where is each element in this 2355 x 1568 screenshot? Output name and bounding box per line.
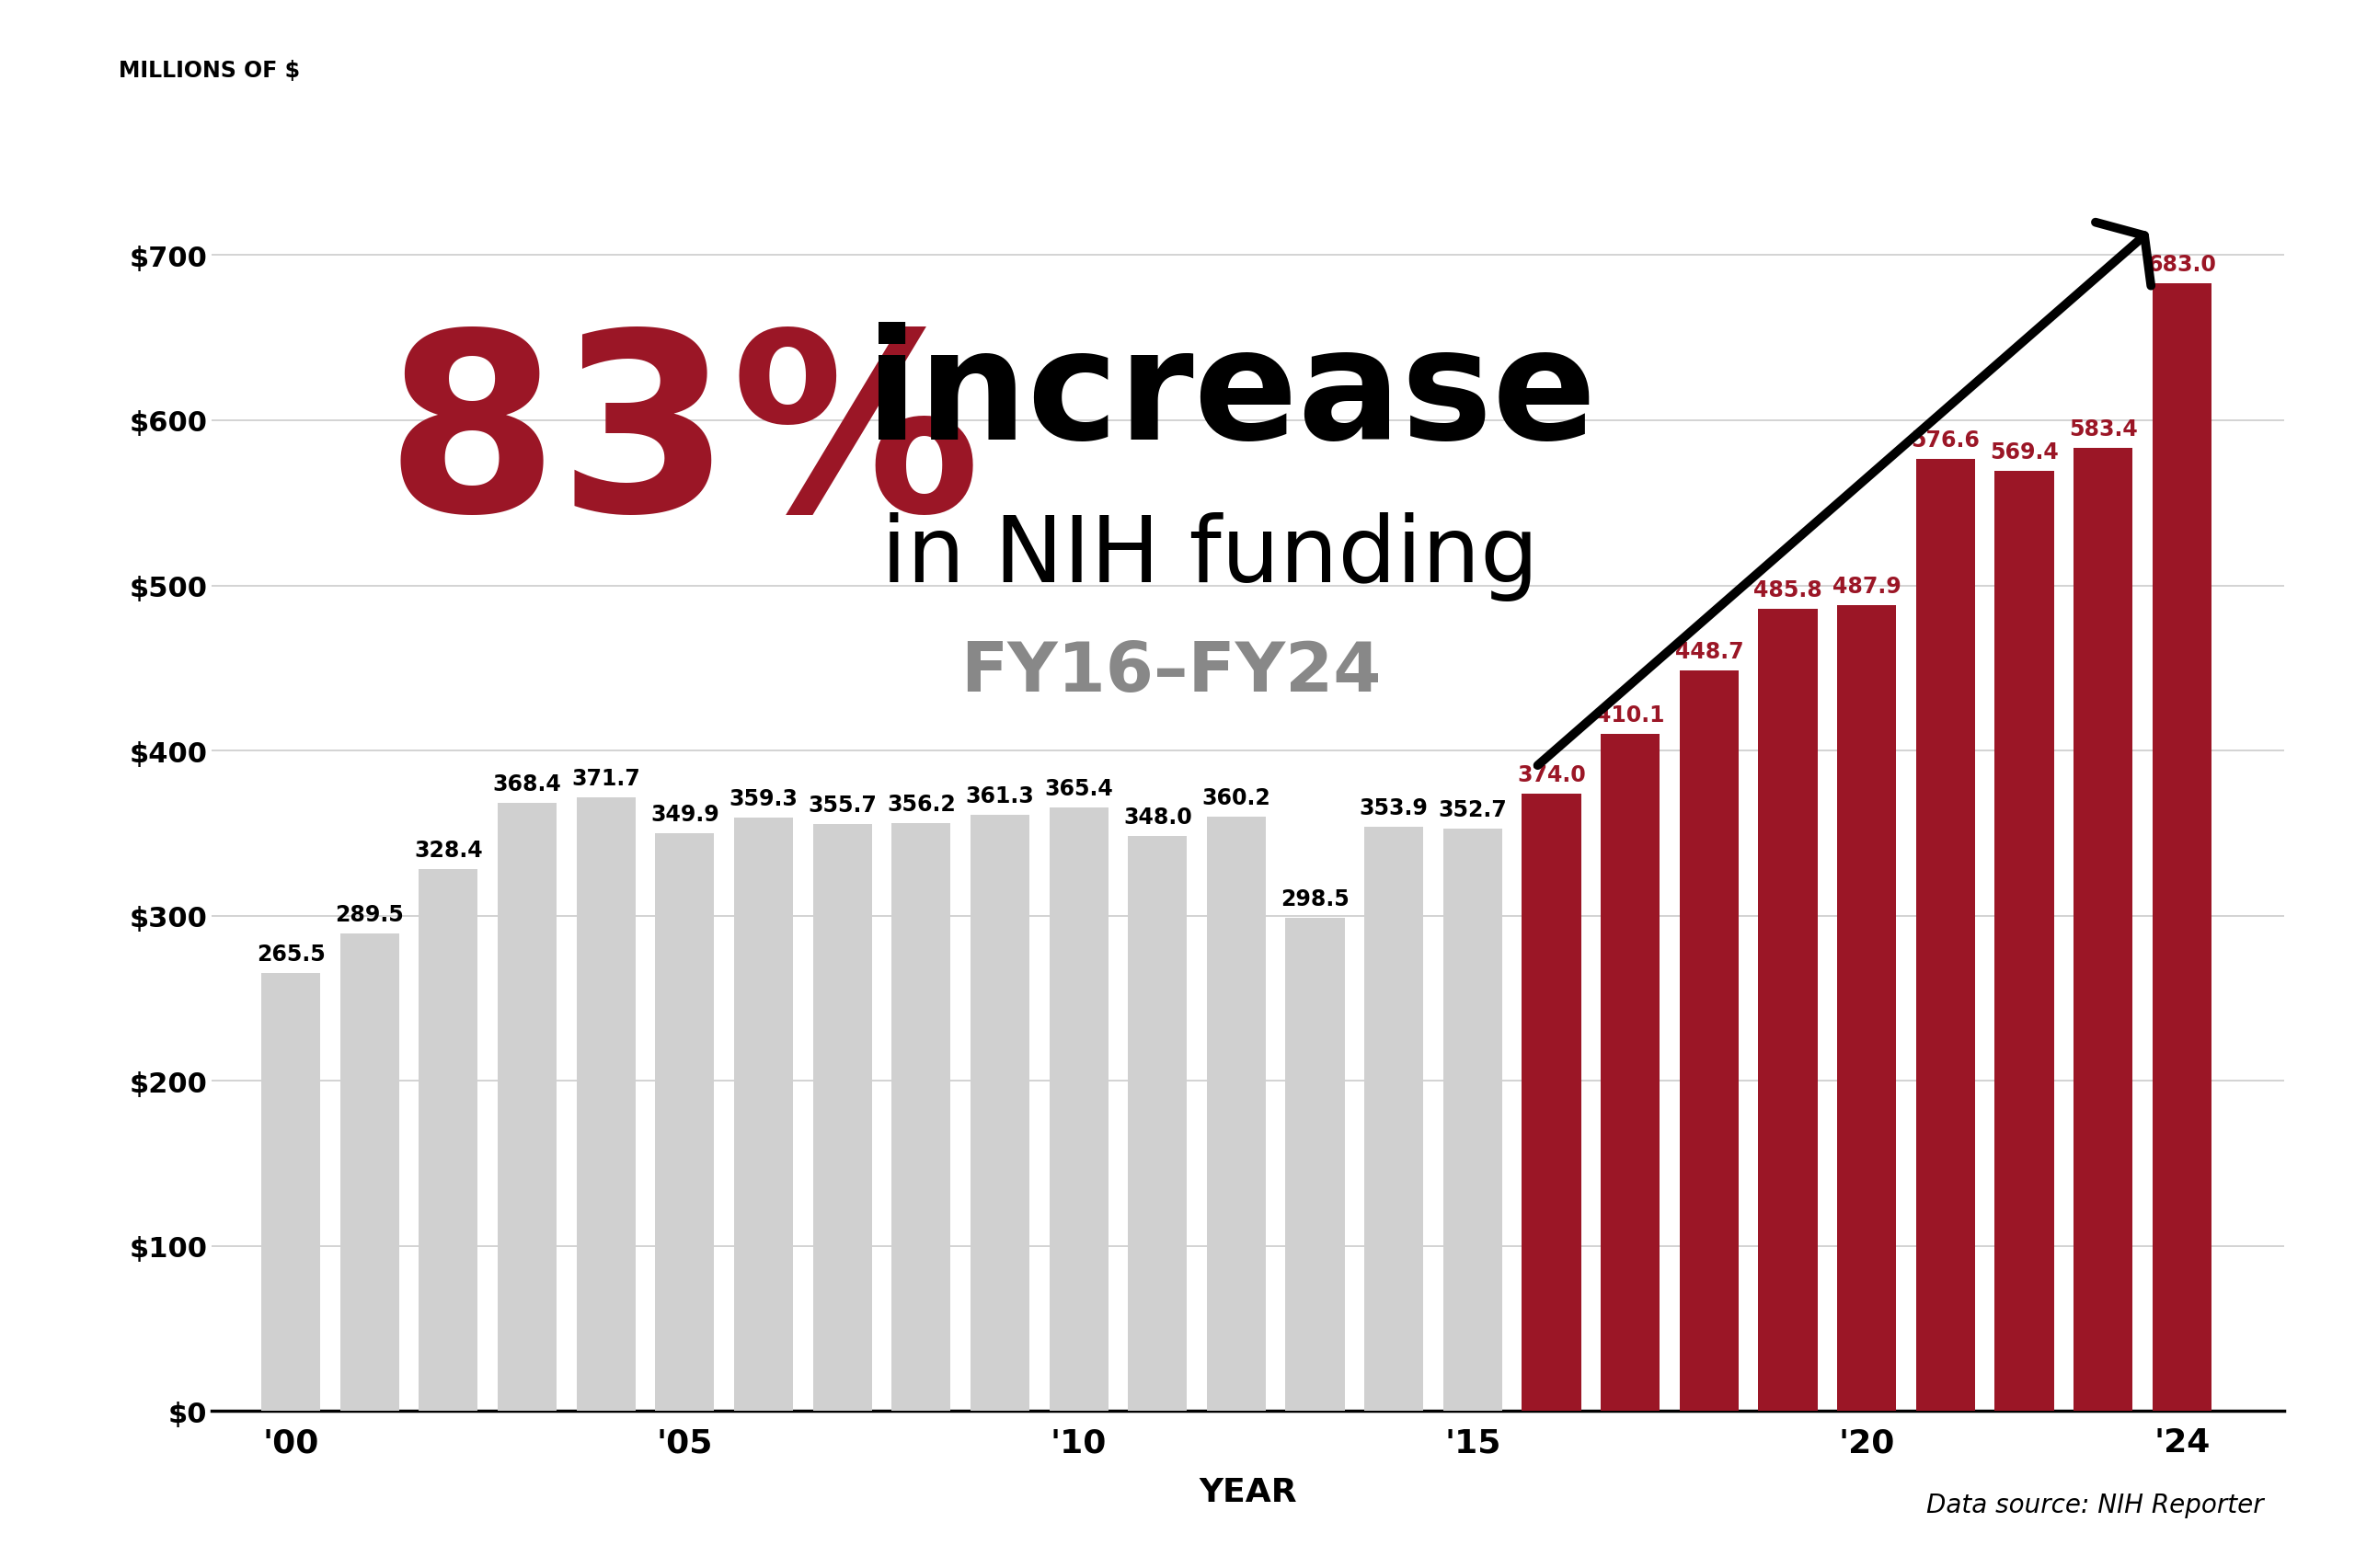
Text: 289.5: 289.5 — [334, 903, 405, 925]
Bar — [339, 933, 398, 1411]
Text: increase: increase — [867, 321, 1597, 472]
Text: 368.4: 368.4 — [492, 773, 560, 795]
Bar — [1917, 459, 1976, 1411]
Bar — [577, 798, 636, 1411]
Text: 349.9: 349.9 — [650, 803, 718, 825]
Bar — [970, 815, 1029, 1411]
Bar — [2152, 284, 2211, 1411]
Text: 361.3: 361.3 — [966, 784, 1034, 806]
Text: 410.1: 410.1 — [1597, 704, 1665, 726]
Bar — [1050, 808, 1109, 1411]
Text: 359.3: 359.3 — [730, 787, 798, 811]
Text: 353.9: 353.9 — [1359, 797, 1429, 818]
Text: 83%: 83% — [386, 321, 982, 563]
Bar — [1521, 793, 1580, 1411]
Text: 576.6: 576.6 — [1910, 430, 1981, 452]
Text: 360.2: 360.2 — [1201, 787, 1272, 809]
Text: 374.0: 374.0 — [1517, 764, 1585, 786]
Bar — [1206, 817, 1267, 1411]
Bar — [893, 823, 951, 1411]
Bar — [1444, 829, 1502, 1411]
Bar — [2072, 448, 2134, 1411]
Text: 487.9: 487.9 — [1832, 575, 1900, 597]
Bar — [1759, 610, 1818, 1411]
Bar — [1364, 826, 1422, 1411]
Text: FY16–FY24: FY16–FY24 — [961, 638, 1382, 706]
Bar — [1679, 671, 1738, 1411]
Bar — [812, 825, 871, 1411]
Text: 356.2: 356.2 — [888, 793, 956, 815]
Text: 328.4: 328.4 — [414, 839, 483, 861]
Text: 683.0: 683.0 — [2148, 254, 2216, 276]
Text: 265.5: 265.5 — [257, 942, 325, 964]
Bar — [419, 869, 478, 1411]
Bar — [1995, 472, 2054, 1411]
Text: in NIH funding: in NIH funding — [881, 511, 1540, 601]
Text: 371.7: 371.7 — [572, 767, 641, 789]
Bar — [735, 818, 794, 1411]
Text: 583.4: 583.4 — [2068, 419, 2138, 441]
Bar — [1286, 919, 1345, 1411]
Bar — [1601, 734, 1660, 1411]
Text: 348.0: 348.0 — [1123, 806, 1192, 828]
Text: Data source: NIH Reporter: Data source: NIH Reporter — [1926, 1493, 2263, 1518]
Bar — [1837, 605, 1896, 1411]
Text: 298.5: 298.5 — [1281, 887, 1349, 911]
Text: 485.8: 485.8 — [1754, 579, 1823, 601]
Text: 569.4: 569.4 — [1990, 441, 2058, 463]
Text: 355.7: 355.7 — [808, 793, 876, 815]
Bar — [1128, 837, 1187, 1411]
Bar — [655, 834, 714, 1411]
Bar — [261, 974, 320, 1411]
Text: 448.7: 448.7 — [1674, 640, 1743, 662]
Bar — [497, 803, 556, 1411]
Text: 365.4: 365.4 — [1043, 778, 1114, 800]
Text: MILLIONS OF $: MILLIONS OF $ — [118, 60, 299, 82]
X-axis label: YEAR: YEAR — [1199, 1475, 1298, 1507]
Text: 352.7: 352.7 — [1439, 798, 1507, 820]
